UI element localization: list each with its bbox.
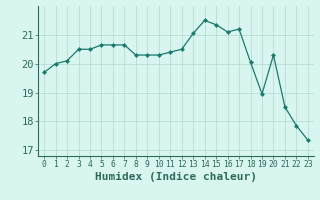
X-axis label: Humidex (Indice chaleur): Humidex (Indice chaleur) bbox=[95, 172, 257, 182]
